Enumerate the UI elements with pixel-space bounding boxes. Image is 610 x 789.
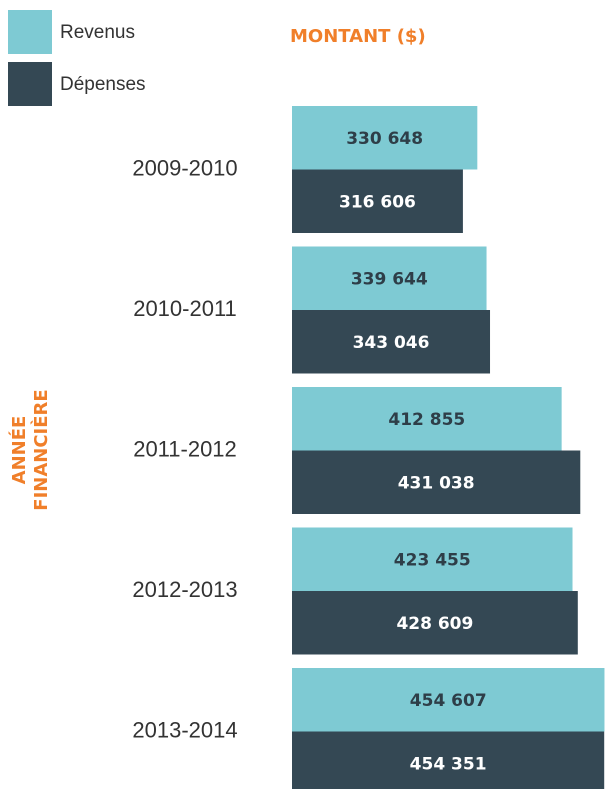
- bar: [292, 527, 573, 591]
- y-tick-label: 2011-2012: [133, 436, 237, 461]
- y-tick-label: 2012-2013: [132, 577, 237, 602]
- bar: [292, 387, 562, 451]
- value-label: 431 038: [398, 473, 475, 493]
- value-label: 339 644: [351, 269, 428, 289]
- bar: [292, 246, 487, 310]
- bar: [292, 106, 478, 170]
- bar: [292, 591, 578, 655]
- legend-label: Dépenses: [60, 74, 146, 95]
- value-label: 343 046: [353, 333, 430, 353]
- value-label: 454 607: [410, 691, 487, 711]
- bar: [292, 310, 491, 374]
- value-label: 428 609: [396, 614, 473, 634]
- y-tick-label: 2013-2014: [132, 717, 237, 742]
- value-label: 423 455: [394, 550, 471, 570]
- y-tick-label: 2010-2011: [133, 296, 237, 321]
- legend-label: Revenus: [60, 22, 135, 43]
- legend-swatch: [8, 10, 52, 54]
- bar: [292, 731, 605, 789]
- y-axis-title-line: ANNÉE: [8, 416, 30, 485]
- bar: [292, 668, 605, 732]
- value-label: 316 606: [339, 192, 416, 212]
- value-label: 330 648: [346, 129, 423, 149]
- y-axis-title: ANNÉE FINANCIÈRE: [8, 389, 52, 510]
- y-tick-label: 2009-2010: [132, 155, 237, 180]
- bar: [292, 450, 581, 514]
- value-label: 454 351: [410, 754, 487, 774]
- y-axis-title-line: FINANCIÈRE: [30, 389, 52, 510]
- legend-swatch: [8, 62, 52, 106]
- bar: [292, 169, 463, 233]
- value-label: 412 855: [388, 410, 465, 430]
- x-axis-title: MONTANT ($): [290, 26, 426, 47]
